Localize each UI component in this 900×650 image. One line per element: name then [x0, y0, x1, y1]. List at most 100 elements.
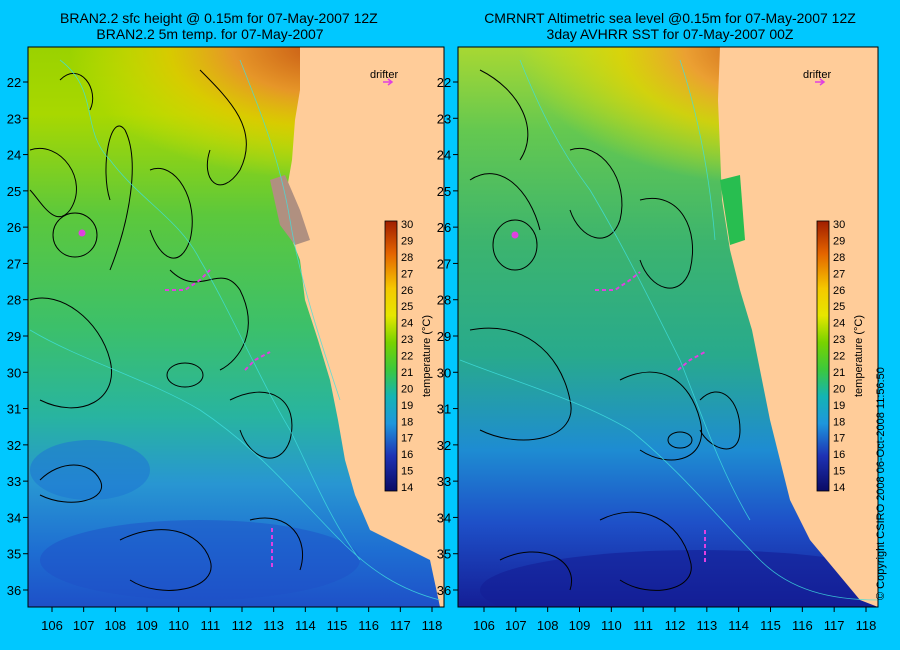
left-y-tick-label: 24 — [7, 148, 21, 163]
colorbar-ticks: 30 29 28 27 26 25 24 23 22 21 20 19 18 17 16 15 14 — [401, 219, 413, 494]
right-y-tick-label: 35 — [437, 547, 451, 562]
right-colorbar-tick-label: 24 — [833, 318, 845, 330]
left-y-tick-label: 35 — [7, 547, 21, 562]
left-colorbar-tick-label: 15 — [401, 466, 413, 478]
right-isobaths — [459, 59, 878, 601]
left-y-tick-label: 29 — [7, 329, 21, 344]
left-x-tick-label: 117 — [390, 618, 411, 633]
right-y-axis: 22 23 24 25 26 27 28 29 30 31 32 33 34 35 36 — [437, 75, 458, 598]
left-x-tick-label: 110 — [168, 618, 189, 633]
right-x-tick-label: 110 — [601, 618, 622, 633]
right-colorbar-tick-label: 23 — [833, 334, 845, 346]
left-x-tick-label: 112 — [232, 618, 253, 633]
left-colorbar-tick-label: 27 — [401, 268, 413, 280]
right-title-line1: CMRNRT Altimetric sea level @0.15m for 0… — [484, 10, 856, 26]
left-y-tick-label: 22 — [7, 75, 21, 90]
right-height-contours — [469, 69, 741, 591]
left-y-tick-label: 36 — [7, 583, 21, 598]
right-coastal-warm — [720, 175, 745, 245]
right-x-tick-label: 112 — [665, 618, 686, 633]
left-y-tick-label: 23 — [7, 111, 21, 126]
right-colorbar-tick-label: 19 — [833, 400, 845, 412]
left-x-tick-label: 116 — [358, 618, 379, 633]
right-y-tick-label: 32 — [437, 438, 451, 453]
left-height-contours — [29, 69, 304, 591]
left-y-tick-label: 25 — [7, 184, 21, 199]
right-colorbar-tick-label: 28 — [833, 252, 845, 264]
right-colorbar-tick-label: 20 — [833, 383, 845, 395]
left-x-tick-label: 114 — [295, 618, 316, 633]
left-y-tick-label: 27 — [7, 256, 21, 271]
right-y-tick-label: 36 — [437, 583, 451, 598]
left-x-tick-label: 107 — [73, 618, 95, 633]
left-colorbar-tick-label: 22 — [401, 351, 413, 363]
right-title-line2: 3day AVHRR SST for 07-May-2007 00Z — [546, 26, 794, 42]
right-x-tick-label: 109 — [569, 618, 591, 633]
right-colorbar-tick-label: 30 — [833, 219, 845, 231]
left-x-tick-label: 118 — [422, 618, 443, 633]
right-x-tick-label: 117 — [824, 618, 845, 633]
left-x-tick-label: 113 — [263, 618, 284, 633]
right-colorbar-tick-label: 14 — [833, 482, 845, 494]
right-y-tick-label: 25 — [437, 184, 451, 199]
left-x-tick-label: 106 — [41, 618, 63, 633]
right-x-tick-label: 118 — [856, 618, 877, 633]
colorbar-right — [816, 220, 830, 492]
right-y-tick-label: 26 — [437, 220, 451, 235]
right-y-tick-label: 24 — [437, 148, 451, 163]
left-colorbar-tick-label: 26 — [401, 285, 413, 297]
right-x-tick-label: 106 — [473, 618, 495, 633]
left-colorbar-tick-label: 25 — [401, 301, 413, 313]
right-map-frame — [457, 46, 879, 608]
right-x-tick-label: 108 — [537, 618, 559, 633]
colorbar-label-right: temperature (°C) — [853, 315, 865, 397]
right-y-tick-label: 23 — [437, 111, 451, 126]
right-colorbar-tick-label: 25 — [833, 301, 845, 313]
right-colorbar-tick-label: 15 — [833, 466, 845, 478]
right-y-tick-label: 29 — [437, 329, 451, 344]
right-x-tick-label: 114 — [728, 618, 749, 633]
left-x-tick-label: 115 — [327, 618, 348, 633]
left-isobaths — [29, 59, 441, 601]
right-colorbar-tick-label: 21 — [833, 367, 845, 379]
right-y-tick-label: 30 — [437, 365, 451, 380]
right-y-tick-label: 27 — [437, 256, 451, 271]
copyright-text: © Copyright CSIRO 2008 06-Oct-2008 11:56… — [875, 367, 887, 600]
right-drifter-legend: drifter — [803, 69, 831, 81]
colorbar-ticks-right: 30 29 28 27 26 25 24 23 22 21 20 19 18 17 16 15 14 — [833, 219, 845, 494]
left-y-tick-label: 26 — [7, 220, 21, 235]
right-y-tick-label: 33 — [437, 474, 451, 489]
left-y-tick-label: 34 — [7, 510, 21, 525]
left-y-tick-label: 32 — [7, 438, 21, 453]
left-y-tick-label: 31 — [7, 402, 21, 417]
right-colorbar-tick-label: 27 — [833, 268, 845, 280]
right-y-tick-label: 22 — [437, 75, 451, 90]
left-island-gray — [270, 175, 310, 245]
left-x-tick-label: 111 — [200, 618, 220, 633]
right-colorbar-tick-label: 17 — [833, 433, 845, 445]
left-map-frame — [27, 46, 445, 608]
left-colorbar-tick-label: 19 — [401, 400, 413, 412]
right-y-tick-label: 31 — [437, 402, 451, 417]
right-colorbar-tick-label: 18 — [833, 416, 845, 428]
left-colorbar-tick-label: 14 — [401, 482, 413, 494]
right-map-panel — [458, 47, 878, 607]
right-drifter-tracks — [511, 231, 706, 565]
right-x-tick-label: 115 — [760, 618, 781, 633]
right-colorbar-tick-label: 29 — [833, 235, 845, 247]
left-title-line2: BRAN2.2 5m temp. for 07-May-2007 — [96, 26, 324, 42]
left-colorbar-tick-label: 20 — [401, 383, 413, 395]
left-title-line1: BRAN2.2 sfc height @ 0.15m for 07-May-20… — [60, 10, 378, 26]
right-x-tick-label: 116 — [792, 618, 813, 633]
left-y-tick-label: 33 — [7, 474, 21, 489]
right-y-tick-label: 28 — [437, 293, 451, 308]
colorbar-label: temperature (°C) — [421, 315, 433, 397]
left-land-mass — [285, 47, 444, 607]
left-x-axis: 106 107 108 109 110 111 112 113 114 115 116 117 118 — [41, 607, 442, 633]
left-colorbar-tick-label: 30 — [401, 219, 413, 231]
left-colorbar-tick-label: 29 — [401, 235, 413, 247]
right-land-mass — [718, 47, 878, 607]
left-drifter-tracks — [78, 229, 273, 570]
right-colorbar-tick-label: 22 — [833, 351, 845, 363]
